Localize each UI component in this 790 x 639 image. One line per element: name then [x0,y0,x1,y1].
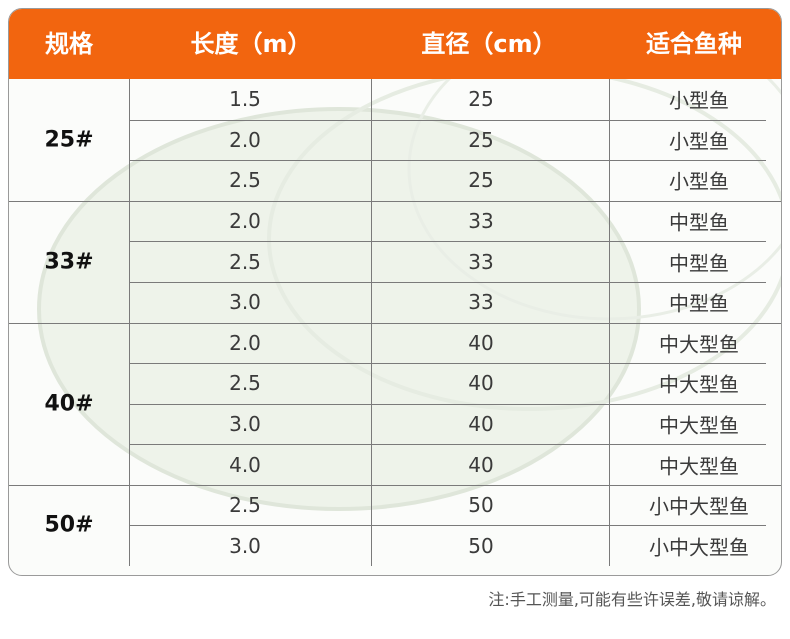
row-divider [129,403,766,405]
cell: 2.5 [229,168,261,193]
row-divider [129,525,766,527]
cell: 2.0 [229,330,261,355]
column-header: 适合鱼种 [646,30,742,58]
row-divider [129,241,766,243]
group-divider [9,322,781,324]
spec-label: 25# [44,127,94,153]
column-divider [129,79,130,566]
cell: 4.0 [229,452,261,477]
cell: 2.0 [229,127,261,152]
cell: 中型鱼 [669,251,729,276]
cell: 1.5 [229,87,261,112]
column-header: 长度（m） [190,30,312,58]
spec-label: 50# [44,512,94,538]
cell: 中大型鱼 [659,332,739,357]
cell: 中大型鱼 [659,454,739,479]
cell: 2.5 [229,371,261,396]
cell: 40 [468,371,494,396]
cell: 小型鱼 [669,88,729,113]
cell: 中型鱼 [669,291,729,316]
row-divider [129,444,766,446]
cell: 2.5 [229,249,261,274]
row-divider [129,119,766,121]
cell: 中大型鱼 [659,372,739,397]
column-divider [609,79,610,566]
cell: 小型鱼 [669,129,729,154]
cell: 33 [468,290,494,315]
column-divider [371,79,372,566]
cell: 中型鱼 [669,210,729,235]
cell: 3.0 [229,533,261,558]
spec-table: 规格 长度（m） 直径（cm） 适合鱼种 25# 1.5 25 小型鱼 2.0 25 小型鱼 2.5 2… [8,8,782,576]
spec-label: 40# [44,391,94,417]
row-divider [129,160,766,162]
cell: 33 [468,249,494,274]
spec-label: 33# [44,249,94,275]
cell: 2.0 [229,209,261,234]
cell: 3.0 [229,290,261,315]
cell: 40 [468,452,494,477]
header-bar [9,9,781,79]
column-header: 直径（cm） [421,30,557,58]
cell: 2.5 [229,493,261,518]
cell: 40 [468,330,494,355]
cell: 25 [468,168,494,193]
cell: 40 [468,411,494,436]
cell: 小中大型鱼 [649,535,749,560]
cell: 中大型鱼 [659,413,739,438]
cell: 3.0 [229,411,261,436]
cell: 小中大型鱼 [649,494,749,519]
cell: 50 [468,533,494,558]
cell: 25 [468,87,494,112]
cell: 25 [468,127,494,152]
group-divider [9,484,781,486]
cell: 小型鱼 [669,169,729,194]
group-divider [9,200,781,202]
row-divider [129,363,766,365]
column-header: 规格 [45,30,93,58]
cell: 33 [468,209,494,234]
cell: 50 [468,493,494,518]
row-divider [129,281,766,283]
note: 注:手工测量,可能有些许误差,敬请谅解。 [488,590,776,609]
